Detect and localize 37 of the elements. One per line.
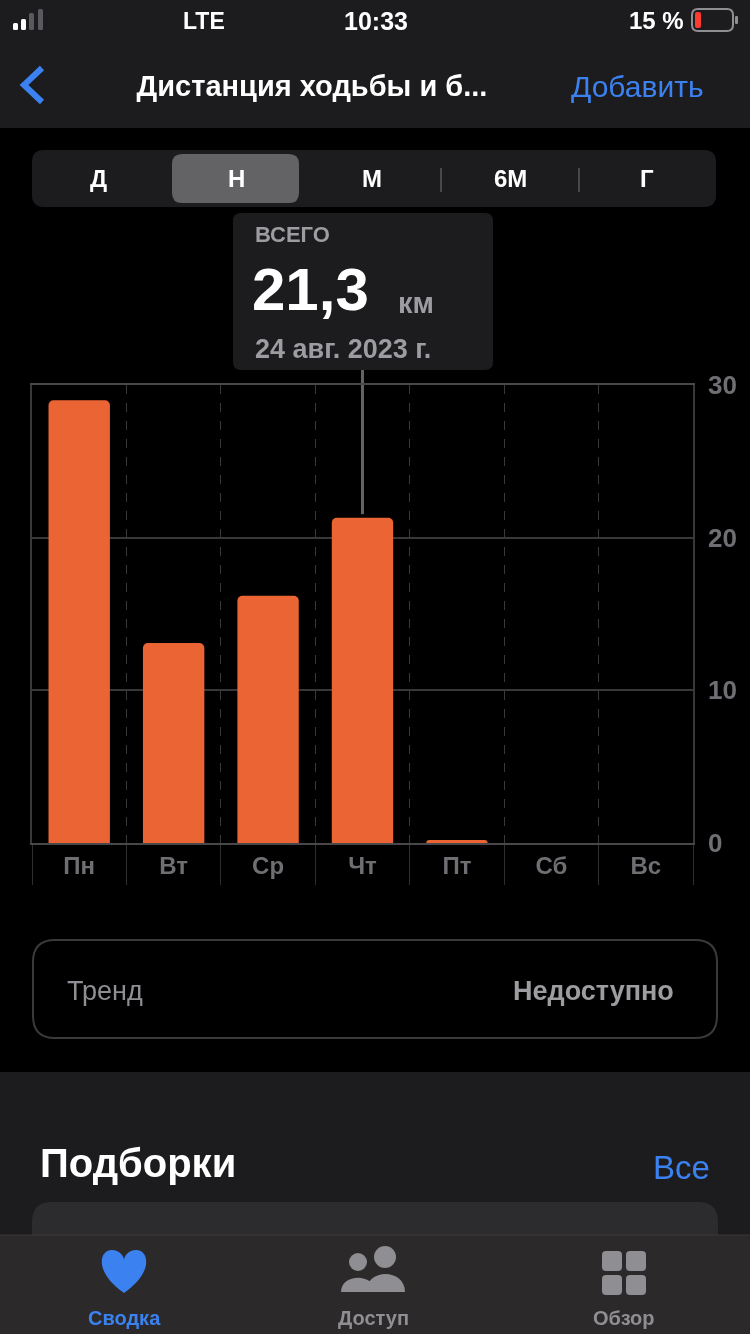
y-tick-label: 30: [707, 370, 737, 401]
x-tick-label: Сб: [535, 851, 568, 879]
text: 24 авг. 2023 г.: [255, 334, 432, 364]
x-tick-label: Пн: [63, 851, 96, 879]
text: Подборки: [40, 1141, 237, 1185]
text: 10:33: [344, 7, 408, 35]
x-tick-label: Вт: [159, 851, 189, 879]
text: М: [362, 165, 382, 192]
annotation: 21,3: [252, 256, 369, 323]
x-tick-label: Вс: [630, 851, 662, 879]
text: км: [398, 287, 434, 319]
x-tick-label: Чт: [348, 851, 378, 879]
text: Н: [228, 165, 246, 192]
text: Добавить: [571, 70, 704, 103]
bar: [426, 839, 488, 843]
bar: [142, 643, 205, 843]
bar: [331, 517, 394, 843]
y-tick-label: 0: [707, 828, 723, 859]
text: LTE: [183, 8, 225, 34]
text: ВСЕГО: [255, 222, 330, 247]
x-tick-label: Ср: [252, 851, 285, 879]
bar: [237, 595, 299, 843]
bar: [48, 400, 110, 843]
text: Г: [640, 165, 654, 192]
x-tick-label: Пт: [442, 851, 472, 879]
text: Доступ: [338, 1307, 410, 1329]
y-tick-label: 10: [707, 675, 737, 706]
text: Сводка: [88, 1307, 162, 1329]
text: Недоступно: [513, 976, 674, 1006]
chart-title: Дистанция ходьбы и б...: [136, 70, 488, 103]
text: Д: [90, 165, 108, 192]
text: Тренд: [67, 976, 143, 1006]
text: 15 %: [629, 7, 684, 34]
y-tick-label: 20: [707, 522, 737, 553]
text: Обзор: [593, 1307, 655, 1329]
text: Все: [653, 1149, 710, 1186]
text: 6М: [494, 165, 528, 192]
